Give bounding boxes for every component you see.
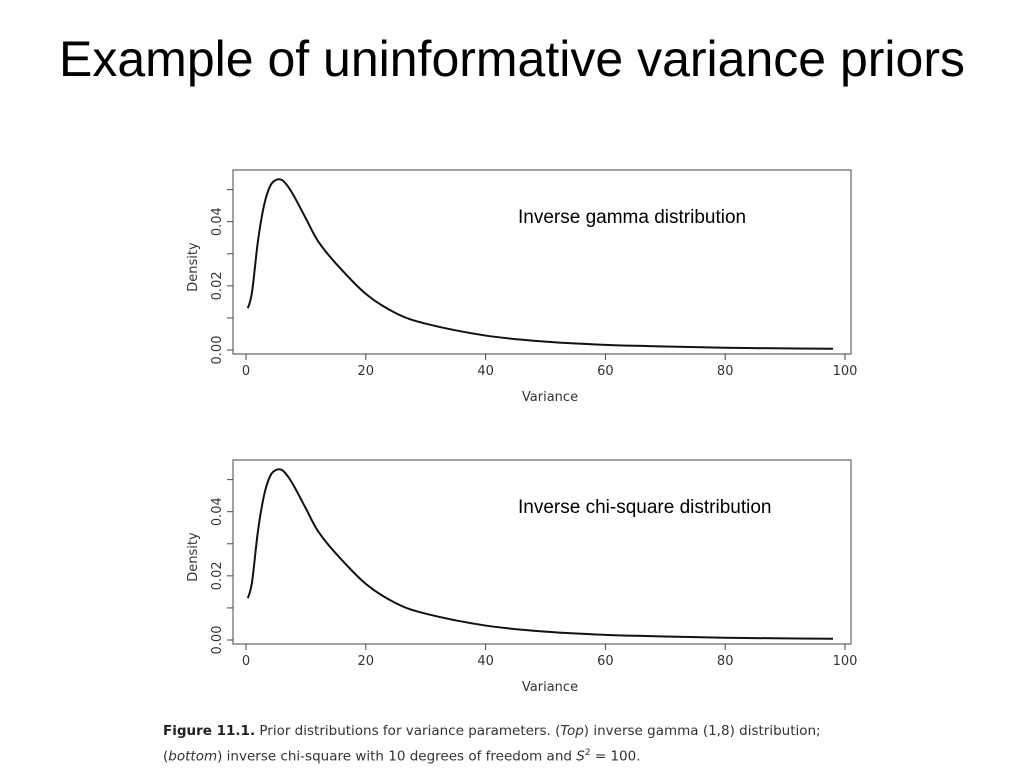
caption-text-2: ) inverse gamma (1,8) distribution; ( bbox=[163, 723, 821, 765]
top-x-tick-label: 80 bbox=[717, 364, 734, 379]
top-x-axis-label: Variance bbox=[522, 390, 578, 405]
caption-s: S bbox=[576, 748, 585, 765]
bottom-x-axis-label: Variance bbox=[522, 680, 578, 695]
top-x-tick-label: 60 bbox=[597, 364, 614, 379]
top-y-tick-label: 0.00 bbox=[210, 336, 225, 365]
caption-text-1: Prior distributions for variance paramet… bbox=[255, 723, 561, 739]
caption-text-4: = 100. bbox=[590, 748, 641, 765]
chart-top-svg: 0 20 40 60 80 100 0.00 0.02 0.04 Variance Density I… bbox=[186, 169, 858, 405]
top-density-line bbox=[246, 178, 834, 350]
bottom-x-tick-label: 20 bbox=[358, 654, 375, 669]
bottom-annotation: Inverse chi-square distribution bbox=[518, 497, 771, 518]
bottom-x-tick-label: 40 bbox=[477, 654, 494, 669]
top-y-tick-label: 0.04 bbox=[210, 207, 225, 236]
top-plot-frame bbox=[232, 169, 852, 355]
top-y-axis-label: Density bbox=[186, 242, 201, 292]
bottom-y-tick-label: 0.04 bbox=[210, 497, 225, 526]
bottom-y-axis-label: Density bbox=[186, 532, 201, 582]
slide-title: Example of uninformative variance priors bbox=[59, 31, 965, 87]
bottom-y-tick-label: 0.00 bbox=[210, 626, 225, 655]
chart-bottom: 0 20 40 60 80 100 0.00 0.02 0.04 Variance Density I… bbox=[0, 450, 1024, 710]
bottom-x-tick-label: 100 bbox=[833, 654, 858, 669]
caption-top: Top bbox=[560, 723, 584, 739]
top-annotation: Inverse gamma distribution bbox=[518, 207, 746, 228]
top-x-tick-label: 100 bbox=[833, 364, 858, 379]
top-y-tick-label: 0.02 bbox=[210, 271, 225, 300]
top-x-tick-label: 40 bbox=[477, 364, 494, 379]
caption-label: Figure 11.1. bbox=[163, 723, 256, 739]
top-x-tick-label: 0 bbox=[242, 364, 250, 379]
bottom-y-tick-label: 0.02 bbox=[210, 561, 225, 590]
figure-caption: Figure 11.1. Prior distributions for var… bbox=[163, 720, 883, 768]
caption-sup: 2 bbox=[584, 748, 591, 758]
bottom-x-tick-label: 60 bbox=[597, 654, 614, 669]
bottom-x-tick-label: 80 bbox=[717, 654, 734, 669]
bottom-x-tick-label: 0 bbox=[242, 654, 250, 669]
caption-text-3: ) inverse chi-square with 10 degrees of … bbox=[217, 748, 577, 765]
caption-bottom: bottom bbox=[168, 748, 218, 765]
chart-top: 0 20 40 60 80 100 0.00 0.02 0.04 Variance Density I… bbox=[0, 160, 1024, 420]
top-x-tick-label: 20 bbox=[358, 364, 375, 379]
bottom-plot-frame bbox=[232, 459, 852, 645]
chart-bottom-svg: 0 20 40 60 80 100 0.00 0.02 0.04 Variance Density I… bbox=[186, 459, 858, 695]
bottom-density-line bbox=[246, 468, 834, 640]
